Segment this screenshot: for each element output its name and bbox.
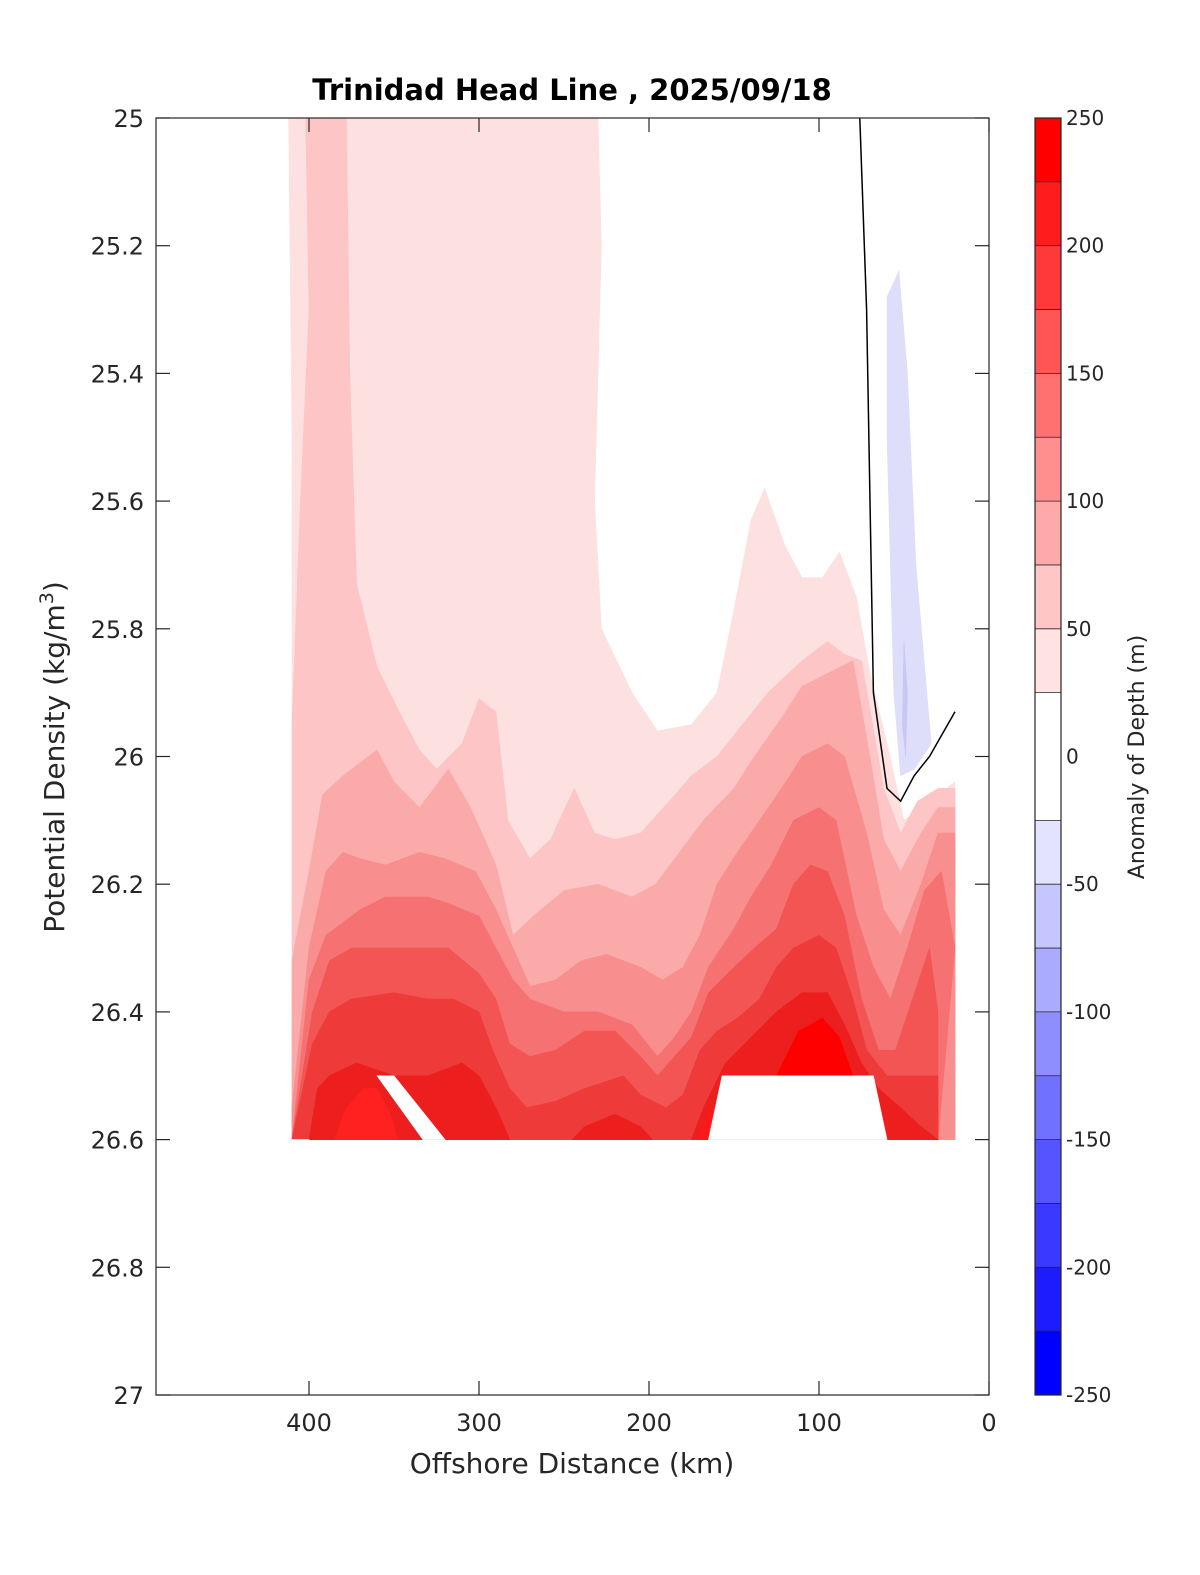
y-axis-title-superscript: 3 <box>36 592 58 604</box>
colorbar-band <box>1035 118 1061 182</box>
y-tick-label: 27 <box>113 1382 144 1410</box>
data-gap-2 <box>291 1139 310 1204</box>
colorbar-band <box>1035 1011 1061 1076</box>
colorbar-band <box>1035 820 1061 885</box>
contour-region-11 <box>334 1088 398 1140</box>
chart-title: Trinidad Head Line , 2025/09/18 <box>312 73 832 107</box>
y-tick-label: 26.8 <box>91 1254 144 1282</box>
colorbar-band <box>1035 437 1061 502</box>
colorbar-band <box>1035 948 1061 1012</box>
colorbar-band <box>1035 628 1061 693</box>
y-tick-label: 25.8 <box>91 616 144 644</box>
x-tick-label: 200 <box>626 1409 672 1437</box>
colorbar-band <box>1035 1331 1061 1395</box>
colorbar-tick-label: 200 <box>1066 234 1104 258</box>
colorbar-band <box>1035 1203 1061 1268</box>
colorbar: 250 200 150 100 50 0 -50 -100 -150 -200 -250 <box>1034 106 1111 1407</box>
colorbar-band <box>1035 309 1061 374</box>
y-axis-title: Potential Density (kg/m3) <box>36 581 71 933</box>
x-tick-label: 100 <box>796 1409 842 1437</box>
colorbar-frame <box>1034 117 1062 1396</box>
colorbar-tick-label: 50 <box>1066 617 1091 641</box>
colorbar-title: Anomaly of Depth (m) <box>1125 635 1150 879</box>
contour-fills <box>288 117 956 1140</box>
y-tick-label: 26.2 <box>91 871 144 899</box>
y-axis-title-end: ) <box>38 581 71 592</box>
colorbar-band <box>1035 181 1061 246</box>
colorbar-tick-label: 0 <box>1066 745 1079 769</box>
y-tick-label: 26 <box>113 744 144 772</box>
zero-contour-line <box>859 117 956 803</box>
colorbar-tick-label: -50 <box>1066 872 1099 896</box>
colorbar-band <box>1035 501 1061 565</box>
contour-region-14 <box>901 641 908 757</box>
y-tick-label: 25.4 <box>91 360 144 388</box>
x-tick-label: 300 <box>456 1409 502 1437</box>
colorbar-band <box>1035 373 1061 438</box>
colorbar-tick-label: -150 <box>1066 1128 1111 1152</box>
x-axis-title: Offshore Distance (km) <box>410 1447 735 1480</box>
data-gap-1 <box>708 1075 888 1140</box>
colorbar-band <box>1035 245 1061 310</box>
colorbar-tick-label: 250 <box>1066 106 1104 130</box>
colorbar-band <box>1035 1139 1061 1204</box>
y-tick-label: 26.4 <box>91 999 144 1027</box>
colorbar-tick-label: 150 <box>1066 361 1104 385</box>
data-gap-0 <box>376 1075 446 1140</box>
y-tick-label: 25 <box>113 105 144 133</box>
axis-ticks: 400 300 200 100 0 25 25.2 25.4 25.6 25.8 26 26.2 26.… <box>91 105 997 1437</box>
y-tick-label: 25.6 <box>91 488 144 516</box>
x-tick-label: 0 <box>981 1409 996 1437</box>
contour-region-13 <box>886 270 932 777</box>
colorbar-tick-label: -200 <box>1066 1255 1111 1279</box>
colorbar-tick-label: -100 <box>1066 1000 1111 1024</box>
y-tick-label: 26.6 <box>91 1127 144 1155</box>
colorbar-band <box>1035 1267 1061 1332</box>
data-gaps <box>291 1075 888 1204</box>
colorbar-tick-label: -250 <box>1066 1383 1111 1407</box>
colorbar-band <box>1035 564 1061 629</box>
colorbar-band <box>1035 1075 1061 1140</box>
colorbar-tick-label: 100 <box>1066 489 1104 513</box>
contour-region-8 <box>571 1113 654 1140</box>
colorbar-band <box>1035 884 1061 949</box>
y-tick-label: 25.2 <box>91 233 144 261</box>
x-tick-label: 400 <box>286 1409 332 1437</box>
colorbar-band <box>1035 692 1061 821</box>
y-axis-title-main: Potential Density (kg/m <box>38 604 71 933</box>
